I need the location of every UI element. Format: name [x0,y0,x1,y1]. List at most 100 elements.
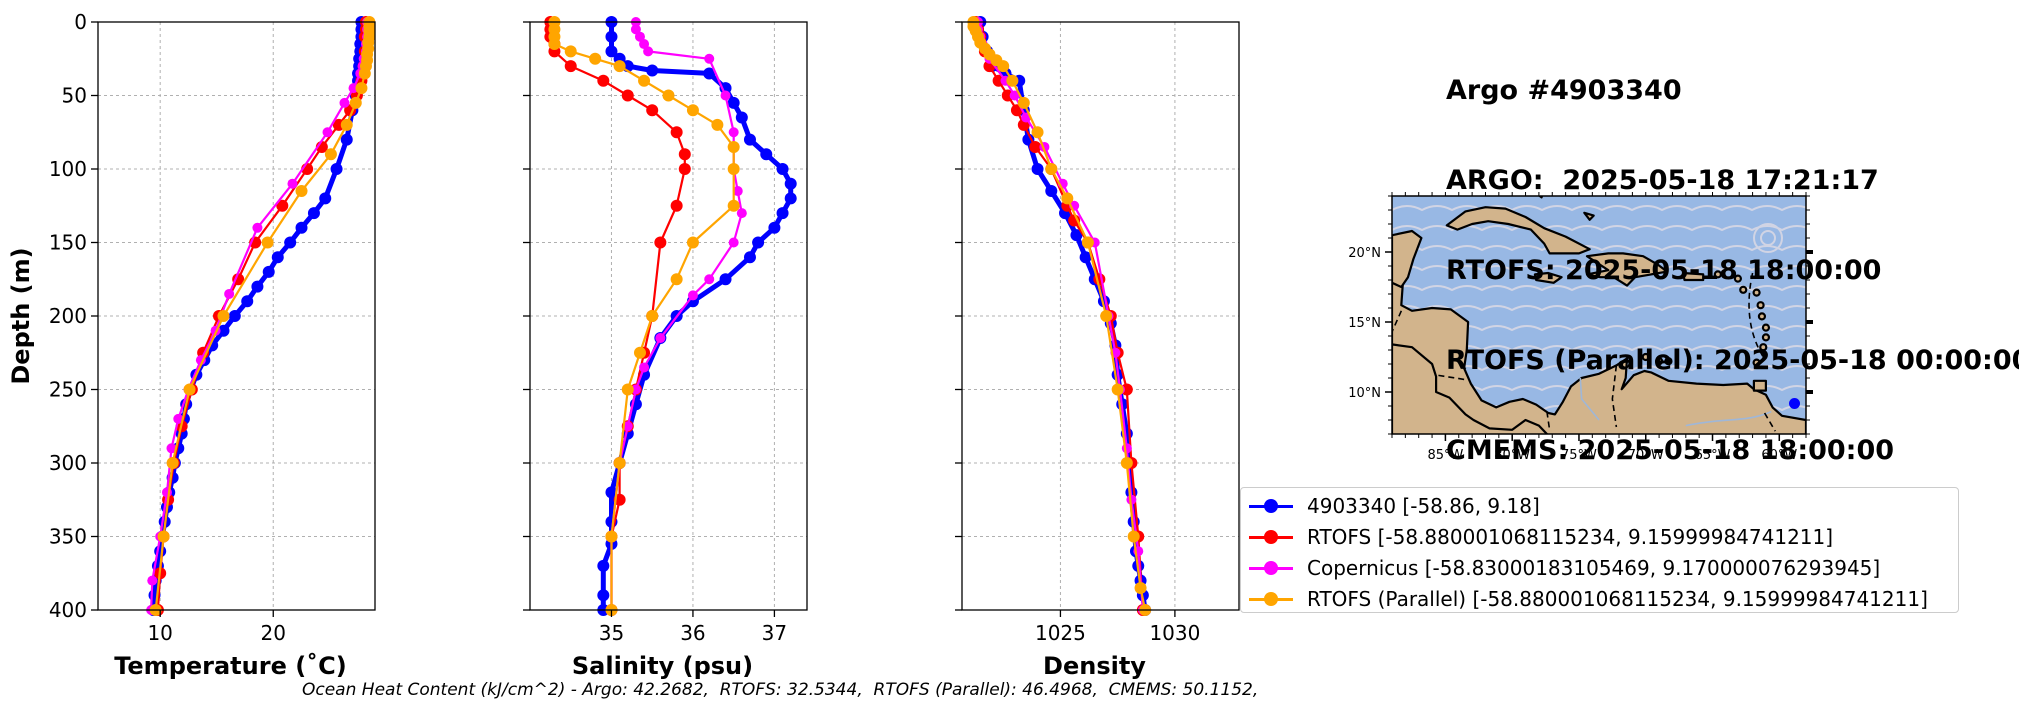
point-copernicus [704,274,715,285]
point-argo [340,133,353,146]
x-tick-label: 10 [147,621,172,645]
legend-label-copernicus: Copernicus [-58.83000183105469, 9.170000… [1307,556,1881,580]
point-argo [743,133,756,146]
point-copernicus [639,39,650,50]
land-island [1756,301,1765,310]
point-copernicus [173,413,184,424]
point-copernicus [720,90,731,101]
point-rtofs [276,199,289,212]
x-axis-label: Temperature (˚C) [114,652,347,680]
point-rtofs [678,163,691,175]
series-line-parallel [553,22,735,610]
point-argo [1045,185,1058,198]
map-lon-label: 85°W [1427,448,1463,463]
map-rivers [1579,377,1772,427]
x-tick-label: 20 [261,621,286,645]
point-argo [295,221,308,234]
point-parallel [727,163,740,175]
point-argo [784,177,797,190]
y-tick-label: 0 [74,10,87,34]
point-rtofs [1029,140,1042,153]
point-copernicus [1009,90,1020,101]
legend-marker-argo [1264,499,1278,513]
legend: 4903340 [-58.86, 9.18] RTOFS [-58.880001… [1240,487,1959,613]
land-island [1752,358,1761,367]
map-lat-label: 10°N [1348,386,1381,401]
series-parallel [149,16,376,616]
land-island [1664,357,1673,366]
point-copernicus [728,127,739,138]
border [1748,272,1764,358]
point-argo [319,192,332,205]
land-pacific-coast [1392,343,1549,434]
point-parallel [621,383,634,396]
river [1685,410,1772,427]
point-argo [307,207,320,220]
point-parallel [589,52,602,65]
point-copernicus [322,127,333,138]
point-parallel [686,104,699,117]
map-lon-label: 65°W [1695,448,1731,463]
point-copernicus [704,53,715,64]
map-lon-label: 70°W [1628,448,1664,463]
point-parallel [727,140,740,153]
point-parallel [613,60,626,73]
point-argo [735,111,748,124]
y-tick-label: 50 [62,84,87,108]
y-tick-label: 250 [49,378,87,402]
point-parallel [295,185,308,198]
point-rtofs [654,236,667,249]
point-argo [760,148,773,161]
point-argo [743,251,756,264]
point-argo [597,559,610,572]
land-island [1761,333,1771,342]
x-tick-label: 1025 [1035,621,1086,645]
point-copernicus [287,178,298,189]
point-argo [719,273,732,286]
point-argo [271,251,284,264]
point-parallel [638,74,651,87]
map-lon-label: 60°W [1761,448,1797,463]
land-hispaniola [1585,252,1669,287]
point-rtofs [597,74,610,87]
map-land [1392,196,1806,434]
y-axis-label: Depth (m) [7,247,35,384]
streamline [1392,265,1806,272]
point-parallel [1120,457,1133,469]
land-island [1654,357,1664,366]
point-copernicus [630,384,641,395]
y-tick-label: 100 [49,157,87,181]
x-axis-label: Salinity (psu) [572,652,753,680]
point-parallel [548,38,561,51]
point-parallel [727,199,740,212]
point-parallel [1061,192,1074,205]
point-argo [1070,229,1083,242]
map-lat-label: 15°N [1348,316,1381,331]
point-argo [1079,251,1092,264]
point-parallel [1045,163,1058,175]
point-parallel [340,118,353,131]
point-argo [752,236,765,249]
point-parallel [633,346,646,359]
land-island [1761,323,1771,332]
x-tick-label: 37 [762,621,787,645]
point-parallel [355,82,368,95]
panel-2: 35 36 37 Salinity (psu) [523,16,808,680]
point-parallel [217,310,230,322]
point-parallel [358,67,371,80]
map-contents [1392,196,1806,434]
point-argo [784,192,797,205]
x-tick-label: 1030 [1149,621,1200,645]
y-tick-label: 200 [49,304,87,328]
land-yucatan [1392,229,1423,289]
profile-panels: 0 50 100 150 200 250 300 350 400 10 20 Temperature … [7,10,1240,680]
y-tick-label: 150 [49,231,87,255]
point-parallel [261,236,274,249]
land-island [1733,274,1742,283]
legend-item-parallel: RTOFS (Parallel) [-58.880001068115234, 9… [1241,583,1958,614]
river [1579,377,1600,421]
legend-label-rtofs: RTOFS [-58.880001068115234, 9.1599998474… [1307,525,1834,549]
map-lon-label: 75°W [1561,448,1597,463]
